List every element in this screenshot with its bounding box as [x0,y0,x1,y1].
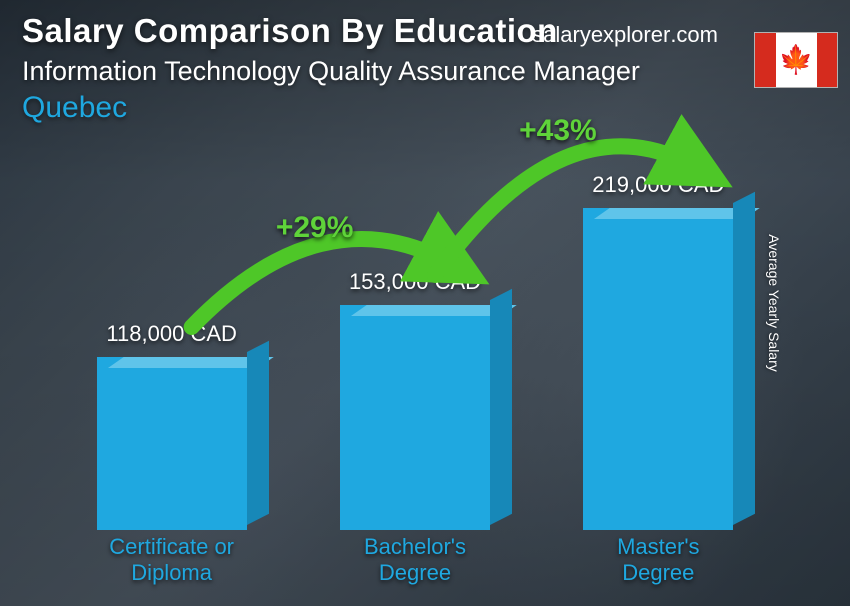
x-label-0: Certificate orDiploma [77,534,267,588]
x-label-2: Master'sDegree [563,534,753,588]
bar-group-1: 153,000 CAD [320,269,510,530]
bars-container: 118,000 CAD 153,000 CAD 219,000 CAD [40,150,790,530]
x-labels-container: Certificate orDiplomaBachelor'sDegreeMas… [40,534,790,588]
bar-group-0: 118,000 CAD [77,321,267,530]
bar-0 [97,357,247,530]
header: Salary Comparison By Education salaryexp… [22,12,828,125]
x-label-line2: Degree [320,560,510,586]
value-label-1: 153,000 CAD [349,269,481,295]
bar-2 [583,208,733,530]
bar-side-face [490,288,512,524]
watermark: salaryexplorer.com [532,22,718,48]
x-label-line1: Certificate or [77,534,267,560]
flag-right-bar [817,33,838,87]
flag-center: 🍁 [776,33,817,87]
x-label-line1: Bachelor's [320,534,510,560]
watermark-brand: salaryexplorer [532,22,670,47]
chart: 118,000 CAD 153,000 CAD 219,000 CAD Certif… [40,150,790,588]
subtitle: Information Technology Quality Assurance… [22,56,828,87]
x-label-line1: Master's [563,534,753,560]
flag-left-bar [755,33,776,87]
bar-group-2: 219,000 CAD [563,172,753,530]
bar-front-face [340,305,490,530]
bar-1 [340,305,490,530]
bar-side-face [247,340,269,524]
value-label-0: 118,000 CAD [106,321,236,347]
bar-side-face [733,191,755,524]
x-label-1: Bachelor'sDegree [320,534,510,588]
bar-front-face [583,208,733,530]
value-label-2: 219,000 CAD [592,172,724,198]
watermark-suffix: .com [670,22,718,47]
x-label-line2: Diploma [77,560,267,586]
x-label-line2: Degree [563,560,753,586]
flag-canada: 🍁 [754,32,838,88]
region: Quebec [22,91,828,125]
bar-front-face [97,357,247,530]
maple-leaf-icon: 🍁 [779,46,814,74]
